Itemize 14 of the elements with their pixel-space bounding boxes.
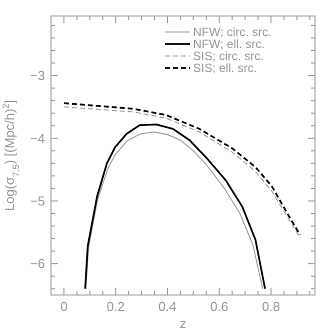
x-axis-title: z [180,316,186,331]
x-tick-label: 0.2 [106,299,125,314]
legend-label: SIS; circ. src. [193,49,264,63]
x-tick-label: 0 [60,299,68,314]
legend-label: SIS; ell. src. [193,61,258,75]
legend-label: NFW; circ. src. [193,25,272,39]
x-tick-label: 0.8 [262,299,280,314]
legend-label: NFW; ell. src. [193,37,265,51]
y-tick-label: −4 [30,130,45,146]
x-tick-label: 0.4 [158,299,177,314]
y-tick-label: −3 [30,68,45,84]
x-tick-label: 0.6 [210,299,228,314]
y-tick-label: −6 [30,256,45,272]
y-tick-label: −5 [30,193,45,208]
